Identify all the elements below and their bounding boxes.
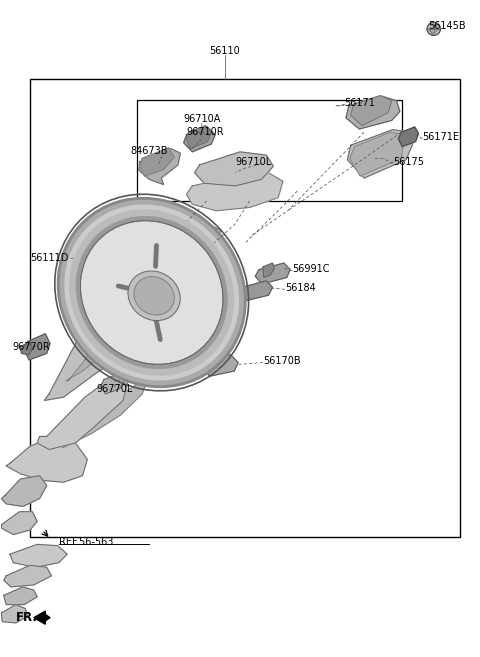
Ellipse shape [60,200,244,386]
Polygon shape [263,263,275,277]
Polygon shape [34,611,50,624]
Text: 56171: 56171 [344,98,375,108]
Polygon shape [6,436,87,482]
Text: 56171E: 56171E [422,132,459,142]
Polygon shape [4,565,51,587]
Text: 56111D: 56111D [30,254,68,263]
Polygon shape [192,225,221,245]
Polygon shape [255,263,290,284]
Ellipse shape [76,216,228,369]
Text: 96710L: 96710L [235,156,272,167]
Polygon shape [10,545,67,567]
Polygon shape [351,96,392,125]
Polygon shape [187,171,283,211]
Polygon shape [348,129,413,178]
Ellipse shape [430,25,438,33]
Polygon shape [44,302,149,401]
Polygon shape [21,342,33,355]
Polygon shape [37,371,130,449]
Text: 96710A: 96710A [183,114,220,124]
Polygon shape [195,152,274,186]
Polygon shape [66,322,132,381]
Polygon shape [24,334,50,360]
Polygon shape [350,132,405,176]
Text: 56145B: 56145B [429,21,466,32]
Polygon shape [139,148,180,185]
Polygon shape [49,381,147,447]
Ellipse shape [57,197,247,388]
Polygon shape [184,127,215,152]
Text: FR.: FR. [16,611,38,624]
Bar [30,79,459,537]
Polygon shape [203,355,238,376]
Polygon shape [4,587,37,604]
Text: 96710R: 96710R [187,127,224,137]
Ellipse shape [134,277,174,315]
Text: 96770R: 96770R [12,342,49,351]
Polygon shape [1,476,47,507]
Text: 56175: 56175 [393,156,424,167]
Text: 84673B: 84673B [130,146,168,156]
Text: REF.56-563: REF.56-563 [59,537,113,547]
Ellipse shape [69,210,234,376]
Ellipse shape [64,204,239,380]
Ellipse shape [427,22,441,35]
Polygon shape [241,281,273,300]
Polygon shape [398,127,419,147]
Polygon shape [140,148,174,176]
Text: 56170B: 56170B [263,356,300,366]
Ellipse shape [128,271,180,321]
Text: 56110: 56110 [209,46,240,56]
Text: 96770L: 96770L [97,384,133,394]
Bar [137,99,402,201]
Text: 56991C: 56991C [292,264,330,274]
Polygon shape [187,125,211,148]
Polygon shape [1,604,28,623]
Polygon shape [346,97,400,129]
Polygon shape [1,512,37,535]
Ellipse shape [81,221,223,364]
Polygon shape [101,373,124,394]
Text: 56184: 56184 [285,283,316,293]
